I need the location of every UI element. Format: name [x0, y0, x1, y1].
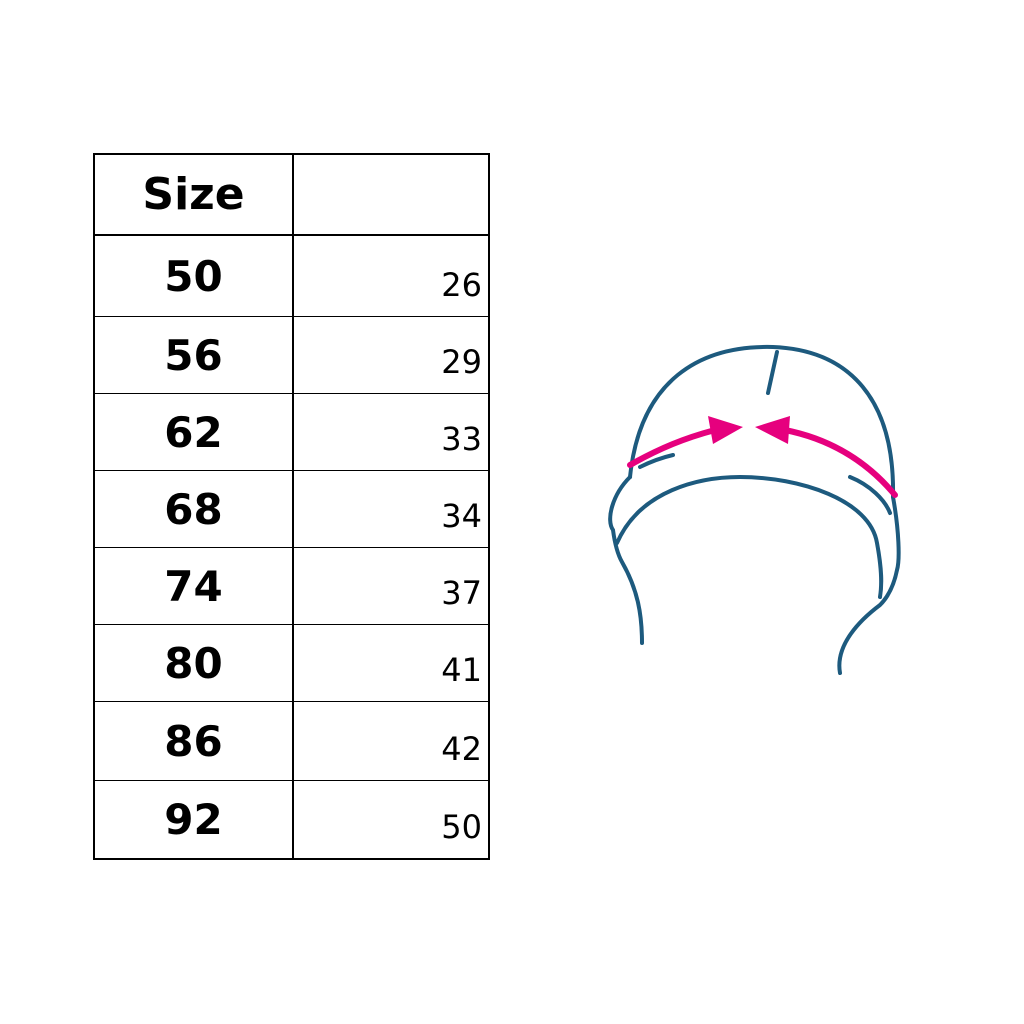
value-cell: 29	[441, 343, 482, 381]
value-cell: 26	[441, 266, 482, 304]
table-row: 56 29	[95, 317, 488, 394]
table-row: 68 34	[95, 471, 488, 548]
table-row: 92 50	[95, 781, 488, 858]
value-cell: 37	[441, 574, 482, 612]
size-header: Size	[142, 169, 245, 220]
size-cell: 50	[164, 251, 223, 301]
table-row: 50 26	[95, 236, 488, 317]
value-cell: 34	[441, 497, 482, 535]
size-table: Size 50 26 56 29 62 33 68 34 74 37 80 41…	[93, 153, 490, 860]
size-cell: 92	[164, 795, 223, 844]
column-divider	[292, 155, 294, 858]
table-header: Size	[95, 155, 488, 236]
size-cell: 62	[164, 407, 223, 457]
size-cell: 80	[164, 638, 223, 688]
measurement-arrows	[627, 416, 898, 498]
table-row: 62 33	[95, 394, 488, 471]
table-row: 80 41	[95, 625, 488, 702]
table-row: 74 37	[95, 548, 488, 625]
size-cell: 86	[164, 716, 223, 766]
value-cell: 42	[441, 730, 482, 768]
size-cell: 56	[164, 330, 223, 380]
size-cell: 74	[164, 561, 223, 611]
hat-outline	[608, 344, 901, 675]
size-cell: 68	[164, 484, 223, 534]
value-cell: 50	[441, 808, 482, 846]
value-cell: 33	[441, 420, 482, 458]
table-row: 86 42	[95, 702, 488, 781]
value-cell: 41	[441, 651, 482, 689]
